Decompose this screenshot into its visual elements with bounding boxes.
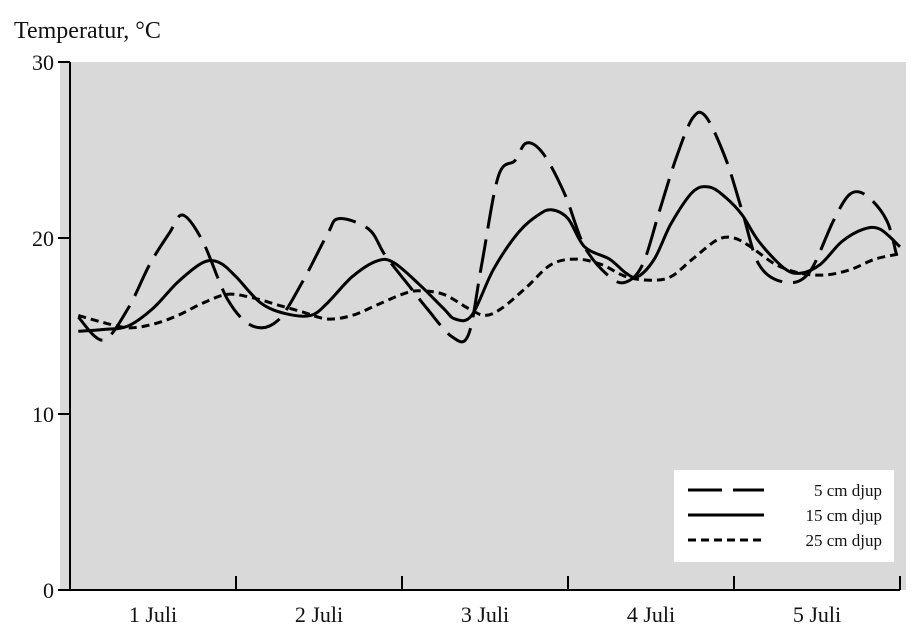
y-tick-label: 10 (32, 402, 54, 427)
y-tick-label: 30 (32, 50, 54, 75)
legend: 5 cm djup 15 cm djup 25 cm djup (674, 470, 894, 562)
x-tick-label: 3 Juli (461, 602, 509, 627)
legend-label-1: 5 cm djup (814, 481, 882, 500)
x-tick-label: 1 Juli (129, 602, 177, 627)
series-line-1 (77, 110, 899, 344)
x-tick-label: 2 Juli (295, 602, 343, 627)
y-tick-label: 0 (43, 578, 54, 603)
series-layer (77, 110, 902, 344)
y-tick-label: 20 (32, 226, 54, 251)
series-line-3 (77, 235, 901, 330)
legend-label-3: 25 cm djup (806, 531, 883, 550)
axes: 0 10 20 30 1 Juli 2 Juli 3 Juli 4 Juli 5 Juli (32, 50, 901, 627)
x-tick-label: 5 Juli (793, 602, 841, 627)
y-axis-title: Temperatur, °C (14, 18, 161, 44)
legend-label-2: 15 cm djup (806, 506, 883, 525)
x-tick-label: 4 Juli (627, 602, 675, 627)
series-line-2 (78, 185, 902, 333)
